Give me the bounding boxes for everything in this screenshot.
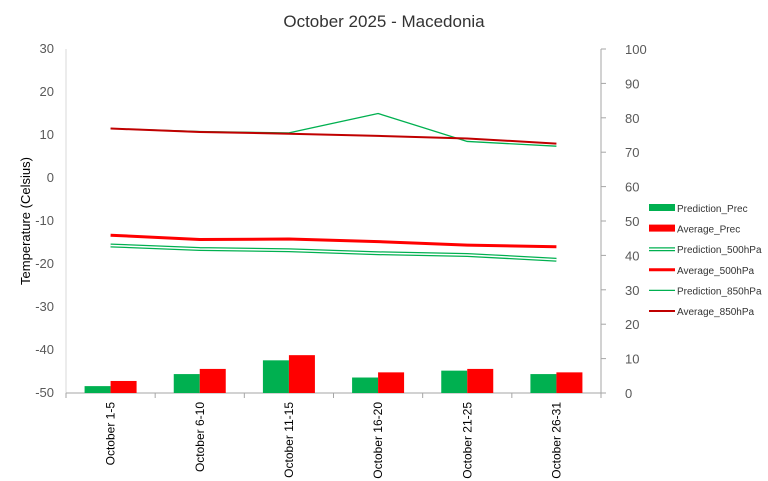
y-tick-label: -40 (35, 342, 54, 357)
y2-tick-label: 40 (625, 248, 639, 263)
line-prediction-850hpa (110, 112, 557, 147)
legend-average-prec-label: Average_Prec (677, 225, 740, 236)
legend-prediction-prec-swatch (649, 204, 675, 211)
y2-tick-label: 0 (625, 386, 632, 401)
bar-prediction-prec (441, 370, 468, 393)
legend-prediction-prec-label: Prediction_Prec (677, 204, 748, 215)
bar-average-prec (288, 355, 315, 393)
y-tick-label: 30 (40, 41, 54, 56)
bar-prediction-prec (173, 374, 200, 393)
bar-average-prec (199, 368, 226, 393)
y2-tick-label: 10 (625, 352, 639, 367)
legend-average-500hpa-label: Average_500hPa (677, 266, 755, 277)
y2-tick-label: 50 (625, 214, 639, 229)
y2-tick-label: 30 (625, 283, 639, 298)
x-tick-label: October 11-15 (282, 402, 296, 478)
y-tick-label: -20 (35, 256, 54, 271)
bar-prediction-prec (84, 386, 111, 393)
y-tick-label: -50 (35, 385, 54, 400)
x-tick-label: October 26-31 (549, 402, 563, 479)
y2-tick-label: 20 (625, 317, 639, 332)
legend-prediction-850hpa-label: Prediction_850hPa (677, 286, 762, 297)
y-tick-label: 10 (40, 127, 54, 142)
bar-average-prec (378, 372, 405, 393)
bar-prediction-prec (352, 377, 379, 393)
y-tick-label: -10 (35, 213, 54, 228)
y2-tick-label: 100 (625, 42, 647, 57)
y-tick-label: 20 (40, 84, 54, 99)
x-tick-label: October 16-20 (371, 402, 385, 479)
legend-average-850hpa-label: Average_850hPa (677, 307, 755, 318)
x-tick-label: October 1-5 (104, 402, 118, 466)
y2-tick-label: 80 (625, 111, 639, 126)
line-average-500hpa (110, 233, 557, 249)
legend-average-prec-swatch (649, 224, 675, 232)
x-tick-label: October 6-10 (193, 402, 207, 472)
line-average-850hpa (110, 127, 557, 145)
y2-tick-label: 60 (625, 180, 639, 195)
bar-prediction-prec (530, 374, 557, 393)
y-axis-title: Temperature (Celsius) (18, 157, 33, 285)
y-tick-label: 0 (47, 170, 54, 185)
legend-prediction-500hpa-label: Prediction_500hPa (677, 245, 762, 256)
bar-prediction-prec (262, 360, 289, 393)
legend: Prediction_Prec Average_Prec Prediction_50… (649, 204, 762, 318)
bar-average-prec (556, 372, 583, 393)
x-tick-label: October 21-25 (460, 402, 474, 479)
y2-tick-label: 90 (625, 76, 639, 91)
bar-average-prec (110, 380, 137, 393)
chart-title: October 2025 - Macedonia (283, 12, 485, 31)
plot-area: 3020100-10-20-30-40-50100908070605040302… (35, 41, 647, 479)
y2-tick-label: 70 (625, 145, 639, 160)
y-tick-label: -30 (35, 299, 54, 314)
bar-average-prec (467, 368, 494, 393)
line-prediction-500hpa-inner (110, 244, 557, 261)
